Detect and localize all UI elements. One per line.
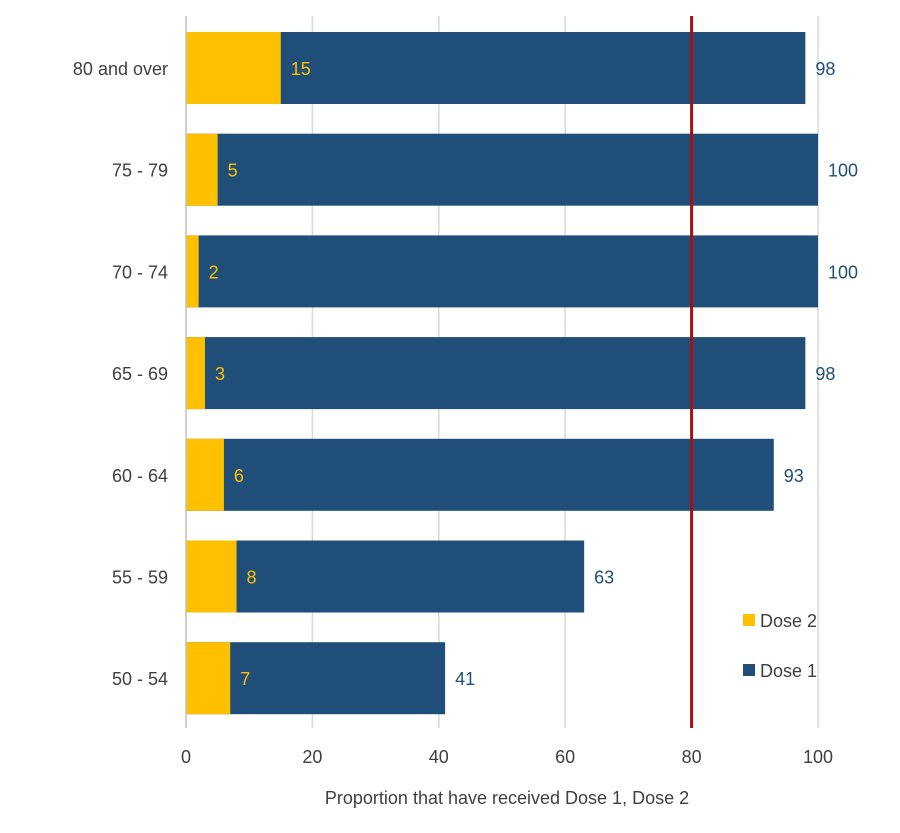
x-tick-label: 40 <box>429 747 449 767</box>
legend-swatch <box>743 664 755 676</box>
data-labels: 98 15 100 5 100 2 98 3 93 6 63 8 41 7 <box>209 59 858 689</box>
bar-dose-1 <box>186 540 585 613</box>
legend-label: Dose 1 <box>760 661 817 681</box>
bar-dose-2 <box>186 235 199 308</box>
bar-dose-2 <box>186 133 218 206</box>
legend: Dose 2 Dose 1 <box>743 611 817 681</box>
data-label-dose-2: 8 <box>247 568 257 588</box>
x-axis-ticks: 0 20 40 60 80 100 <box>181 747 833 767</box>
data-label-dose-2: 7 <box>240 669 250 689</box>
bar-dose-2 <box>186 540 237 613</box>
category-label: 70 - 74 <box>112 262 168 282</box>
bar-dose-1 <box>186 133 818 206</box>
data-label-dose-1: 63 <box>594 568 614 588</box>
legend-label: Dose 2 <box>760 611 817 631</box>
category-label: 65 - 69 <box>112 364 168 384</box>
data-label-dose-1: 98 <box>815 59 835 79</box>
data-label-dose-1: 100 <box>828 161 858 181</box>
category-label: 50 - 54 <box>112 669 168 689</box>
bar-dose-1 <box>186 337 806 410</box>
bar-dose-2 <box>186 642 231 715</box>
category-label: 80 and over <box>73 59 168 79</box>
x-tick-label: 60 <box>555 747 575 767</box>
data-label-dose-2: 3 <box>215 364 225 384</box>
data-label-dose-2: 15 <box>291 59 311 79</box>
bar-dose-1 <box>186 438 774 511</box>
category-label: 55 - 59 <box>112 568 168 588</box>
category-label: 60 - 64 <box>112 466 168 486</box>
x-tick-label: 0 <box>181 747 191 767</box>
x-tick-label: 100 <box>803 747 833 767</box>
category-label: 75 - 79 <box>112 161 168 181</box>
bar-dose-1 <box>186 32 806 104</box>
data-label-dose-1: 98 <box>815 364 835 384</box>
bar-dose-1 <box>186 235 818 308</box>
x-tick-label: 20 <box>302 747 322 767</box>
data-label-dose-2: 2 <box>209 262 219 282</box>
x-axis-title: Proportion that have received Dose 1, Do… <box>325 788 689 808</box>
bars <box>186 32 818 715</box>
legend-swatch <box>743 614 755 626</box>
bar-dose-2 <box>186 32 281 104</box>
bar-dose-2 <box>186 337 205 410</box>
x-tick-label: 80 <box>682 747 702 767</box>
data-label-dose-2: 6 <box>234 466 244 486</box>
category-labels: 80 and over 75 - 79 70 - 74 65 - 69 60 - 64 5… <box>73 59 168 689</box>
data-label-dose-1: 41 <box>455 669 475 689</box>
data-label-dose-1: 93 <box>784 466 804 486</box>
bar-dose-2 <box>186 438 224 511</box>
data-label-dose-2: 5 <box>228 161 238 181</box>
data-label-dose-1: 100 <box>828 262 858 282</box>
